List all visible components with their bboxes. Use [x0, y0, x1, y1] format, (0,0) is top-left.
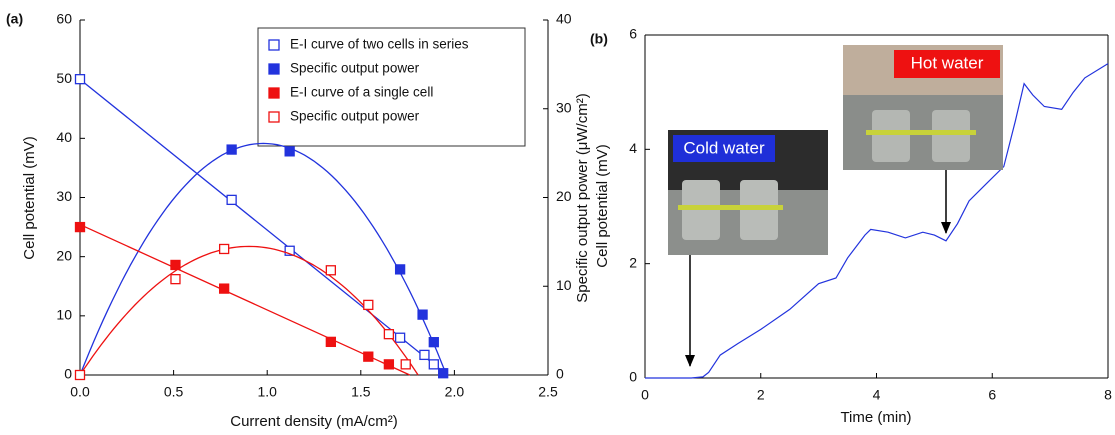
x-tick-label: 0 — [641, 387, 649, 403]
y-tick-label: 0 — [64, 366, 72, 382]
x-tick-label: 6 — [988, 387, 996, 403]
x-axis-title: Current density (mA/cm²) — [230, 413, 398, 430]
photo — [843, 45, 1003, 170]
y2-tick-label: 40 — [556, 11, 572, 27]
legend-marker — [268, 111, 280, 123]
marker — [325, 265, 336, 276]
y2-tick-label: 20 — [556, 188, 572, 204]
marker — [383, 359, 395, 370]
y2-tick-label: 0 — [556, 366, 564, 382]
x-tick-label: 0.0 — [70, 384, 90, 400]
marker — [428, 359, 439, 370]
x-tick-label: 1.5 — [351, 384, 371, 400]
y-tick-label: 0 — [629, 369, 637, 385]
y-tick-label: 20 — [56, 247, 72, 263]
arrow-head — [941, 222, 951, 234]
y-tick-label: 60 — [56, 11, 72, 27]
marker — [284, 245, 295, 256]
x-axis-title: Time (min) — [840, 409, 911, 426]
legend-label: E-I curve of two cells in series — [290, 37, 469, 52]
marker — [170, 273, 181, 285]
legend-marker — [268, 39, 280, 51]
y-axis-title: Cell potential (mV) — [594, 144, 611, 267]
legend-marker — [268, 87, 280, 99]
legend-label: Specific output power — [290, 61, 420, 76]
data-line — [645, 63, 1109, 379]
fit-curve — [79, 142, 448, 376]
y-tick-label: 2 — [629, 254, 637, 270]
marker — [218, 243, 230, 255]
marker — [325, 336, 336, 348]
y-tick-label: 40 — [56, 129, 72, 145]
fit-line — [79, 78, 448, 376]
photo — [668, 130, 828, 255]
panel-label: (a) — [6, 11, 23, 27]
marker — [383, 329, 395, 340]
marker — [363, 351, 374, 362]
marker — [394, 332, 406, 343]
y2-tick-label: 30 — [556, 99, 572, 115]
marker — [428, 337, 439, 348]
marker — [438, 368, 449, 379]
marker — [226, 194, 237, 206]
legend-marker — [268, 63, 280, 75]
panel-label: (b) — [590, 31, 608, 47]
annotation: Hot water — [911, 53, 984, 72]
arrow-head — [685, 355, 695, 367]
legend-box — [257, 27, 526, 147]
marker — [170, 259, 181, 271]
marker — [394, 264, 406, 275]
marker — [74, 369, 86, 381]
fit-line — [79, 223, 411, 376]
x-tick-label: 8 — [1104, 387, 1112, 403]
x-tick-label: 4 — [873, 387, 881, 403]
marker — [363, 299, 374, 311]
x-tick-label: 2 — [757, 387, 765, 403]
legend-label: Specific output power — [290, 109, 420, 124]
y-tick-label: 30 — [56, 188, 72, 204]
x-tick-label: 0.5 — [164, 384, 184, 400]
marker — [226, 144, 237, 155]
y-axis-title: Cell potential (mV) — [21, 136, 38, 259]
x-tick-label: 2.0 — [445, 384, 465, 400]
marker — [74, 221, 86, 233]
marker — [218, 283, 230, 294]
marker — [284, 146, 295, 157]
y2-axis-title: Specific output power (μW/cm²) — [574, 93, 591, 303]
marker — [74, 74, 86, 85]
marker — [419, 349, 430, 361]
y-tick-label: 6 — [629, 26, 637, 42]
y-tick-label: 4 — [629, 140, 637, 156]
marker — [417, 309, 428, 320]
y2-tick-label: 10 — [556, 277, 572, 293]
annotation: Cold water — [683, 138, 765, 157]
x-tick-label: 1.0 — [257, 384, 277, 400]
fit-curve — [79, 245, 419, 376]
y-tick-label: 10 — [56, 307, 72, 323]
y-tick-label: 50 — [56, 70, 72, 86]
legend-label: E-I curve of a single cell — [290, 85, 433, 100]
marker — [400, 359, 411, 370]
x-tick-label: 2.5 — [538, 384, 558, 400]
